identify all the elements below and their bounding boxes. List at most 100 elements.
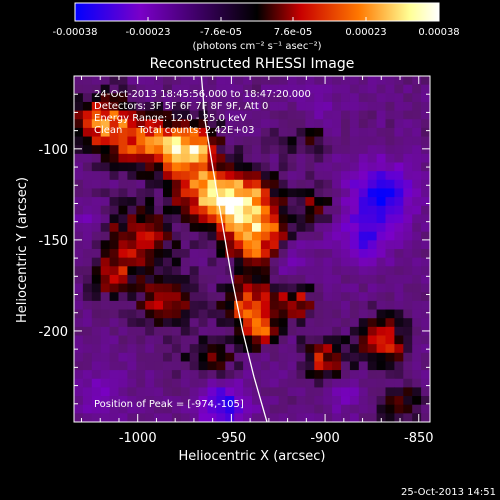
heatmap-cell [296,162,306,172]
heatmap-cell [74,344,84,354]
heatmap-cell [376,214,387,224]
heatmap-cell [136,326,146,337]
heatmap-cell [198,119,209,129]
heatmap-cell [118,214,128,224]
heatmap-cell [252,249,262,259]
heatmap-cell [180,153,191,164]
heatmap-cell [154,257,164,267]
heatmap-cell [403,309,413,319]
heatmap-cell [154,119,164,129]
heatmap-cell [136,145,146,155]
heatmap-cell [269,387,280,397]
heatmap-cell [323,93,333,103]
heatmap-cell [349,223,360,233]
heatmap-cell [341,413,351,422]
heatmap-cell [225,205,235,215]
heatmap-cell [243,205,253,215]
heatmap-cell [260,335,271,345]
heatmap-cell [341,292,351,302]
heatmap-cell [376,240,387,250]
heatmap-cell [367,266,378,276]
heatmap-cell [163,119,173,129]
heatmap-cell [207,84,217,94]
heatmap-cell [296,387,306,397]
heatmap-cell [385,76,395,86]
heatmap-cell [225,197,235,207]
heatmap-cell [225,396,235,406]
heatmap-cell [154,344,164,354]
heatmap-cell [216,352,226,363]
heatmap-cell [127,413,137,422]
heatmap-cell [154,404,164,414]
heatmap-cell [91,179,102,190]
heatmap-cell [269,370,280,380]
heatmap-cell [260,119,271,129]
heatmap-cell [198,413,209,422]
heatmap-cell [358,84,369,94]
heatmap-cell [109,231,120,241]
heatmap-cell [394,188,404,198]
heatmap-cell [305,378,315,388]
heatmap-cell [207,197,217,207]
heatmap-cell [269,335,280,345]
heatmap-cell [305,249,315,259]
heatmap-cell [305,231,315,241]
heatmap-cell [118,309,128,319]
heatmap-cell [100,344,111,354]
heatmap-cell [180,300,191,311]
heatmap-cell [367,292,378,302]
heatmap-cell [349,396,360,406]
heatmap-cell [91,413,102,422]
heatmap-cell [296,171,306,181]
heatmap-cell [376,413,387,422]
heatmap-cell [332,396,342,406]
heatmap-cell [260,318,271,328]
heatmap-cell [243,404,253,414]
heatmap-cell [260,309,271,319]
heatmap-cell [358,93,369,103]
heatmap-cell [287,153,298,164]
heatmap-cell [278,171,289,181]
heatmap-cell [305,171,315,181]
heatmap-cell [109,179,120,190]
heatmap-cell [216,387,226,397]
heatmap-cell [145,266,155,276]
heatmap-cell [154,326,164,337]
heatmap-cell [163,283,173,293]
heatmap-cell [91,249,102,259]
heatmap-cell [314,266,324,276]
heatmap-cell [349,266,360,276]
heatmap-cell [216,266,226,276]
heatmap-cell [252,378,262,388]
heatmap-cell [403,101,413,112]
heatmap-cell [171,153,182,164]
heatmap-cell [136,197,146,207]
heatmap-cell [171,76,182,86]
heatmap-cell [349,197,360,207]
heatmap-cell [180,197,191,207]
heatmap-cell [287,344,298,354]
heatmap-cell [278,93,289,103]
heatmap-cell [376,257,387,267]
heatmap-cell [127,370,137,380]
heatmap-cell [154,300,164,311]
heatmap-cell [145,370,155,380]
peak-position-label: Position of Peak = [-974,-105] [94,399,244,410]
heatmap-cell [305,240,315,250]
heatmap-cell [305,76,315,86]
heatmap-cell [225,214,235,224]
heatmap-cell [305,188,315,198]
heatmap-cell [216,76,226,86]
heatmap-cell [278,309,289,319]
heatmap-cell [234,84,244,94]
heatmap-cell [171,240,182,250]
heatmap-cell [385,231,395,241]
heatmap-cell [118,145,128,155]
heatmap-cell [305,93,315,103]
heatmap-cell [189,101,200,112]
heatmap-cell [385,84,395,94]
heatmap-cell [367,309,378,319]
heatmap-cell [145,249,155,259]
heatmap-cell [305,404,315,414]
heatmap-cell [305,396,315,406]
